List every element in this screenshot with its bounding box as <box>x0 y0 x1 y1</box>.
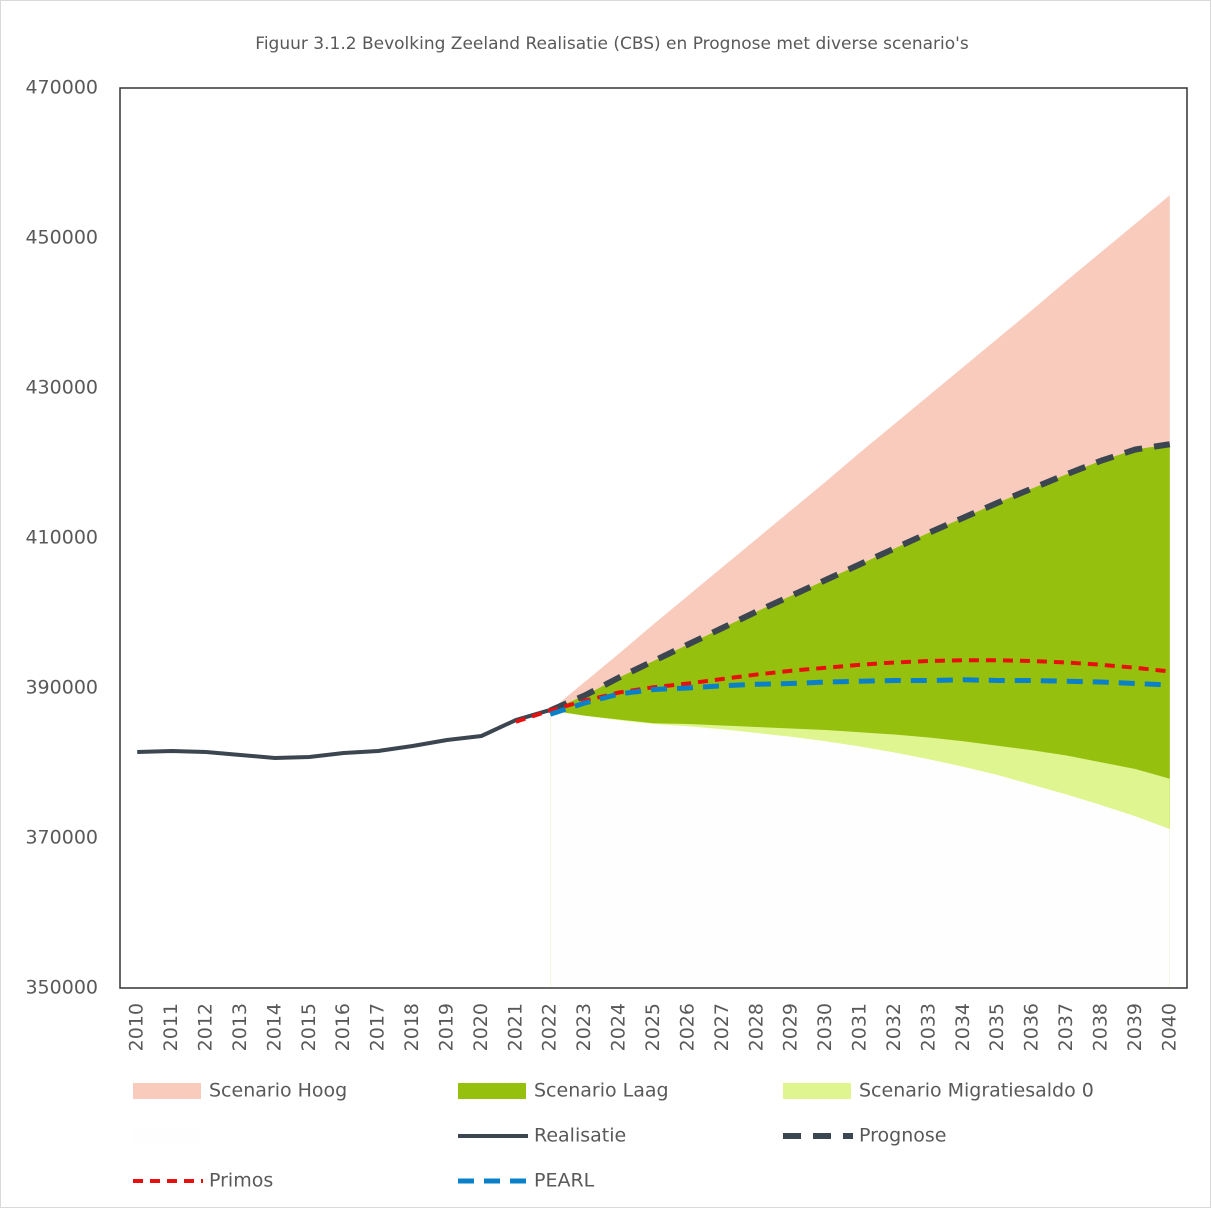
legend-label: Realisatie <box>534 1125 626 1147</box>
x-tick-label: 2025 <box>642 1003 664 1051</box>
y-tick-label: 450000 <box>25 227 98 249</box>
x-tick-label: 2018 <box>401 1003 423 1051</box>
x-tick-label: 2038 <box>1089 1003 1111 1051</box>
legend-swatch <box>458 1083 526 1099</box>
legend-label: Scenario Migratiesaldo 0 <box>859 1080 1094 1102</box>
y-tick-label: 390000 <box>25 677 98 699</box>
x-tick-label: 2024 <box>608 1003 630 1051</box>
y-tick-label: 430000 <box>25 377 98 399</box>
x-tick-label: 2026 <box>676 1003 698 1051</box>
legend-label: Primos <box>209 1170 273 1192</box>
x-tick-label: 2037 <box>1055 1003 1077 1051</box>
x-tick-label: 2034 <box>952 1003 974 1051</box>
y-tick-label: 350000 <box>25 977 98 999</box>
x-tick-label: 2017 <box>367 1003 389 1051</box>
x-tick-label: 2028 <box>745 1003 767 1051</box>
x-tick-label: 2033 <box>917 1003 939 1051</box>
y-tick-label: 410000 <box>25 527 98 549</box>
x-tick-label: 2019 <box>435 1003 457 1051</box>
x-tick-label: 2016 <box>332 1003 354 1051</box>
legend-label: Scenario Hoog <box>209 1080 347 1102</box>
x-tick-label: 2030 <box>814 1003 836 1051</box>
y-tick-label: 470000 <box>25 77 98 99</box>
x-tick-label: 2022 <box>539 1003 561 1051</box>
x-tick-label: 2023 <box>573 1003 595 1051</box>
x-tick-label: 2036 <box>1021 1003 1043 1051</box>
line <box>137 708 551 760</box>
x-tick-label: 2013 <box>229 1003 251 1051</box>
x-tick-label: 2021 <box>504 1003 526 1051</box>
x-tick-label: 2012 <box>195 1003 217 1051</box>
x-tick-label: 2040 <box>1158 1003 1180 1051</box>
y-tick-label: 370000 <box>25 827 98 849</box>
x-tick-label: 2035 <box>986 1003 1008 1051</box>
x-tick-label: 2031 <box>849 1003 871 1051</box>
x-tick-label: 2032 <box>883 1003 905 1051</box>
legend-swatch <box>133 1083 201 1099</box>
x-tick-label: 2039 <box>1124 1003 1146 1051</box>
x-tick-label: 2011 <box>160 1003 182 1051</box>
legend-swatch <box>133 1128 201 1144</box>
x-tick-label: 2010 <box>126 1003 148 1051</box>
x-tick-label: 2014 <box>263 1003 285 1051</box>
legend-label: Scenario Laag <box>534 1080 669 1102</box>
line <box>549 441 1171 714</box>
area <box>550 710 1170 988</box>
x-tick-label: 2020 <box>470 1003 492 1051</box>
legend-label: Prognose <box>859 1125 946 1147</box>
line <box>515 658 1171 724</box>
legend-label: PEARL <box>534 1170 595 1192</box>
legend-swatch <box>783 1083 851 1099</box>
plot-area <box>137 195 1171 988</box>
line <box>549 677 1170 717</box>
plot-frame <box>119 87 1188 989</box>
x-tick-label: 2029 <box>780 1003 802 1051</box>
x-tick-label: 2015 <box>298 1003 320 1051</box>
chart-title: Figuur 3.1.2 Bevolking Zeeland Realisati… <box>255 34 969 54</box>
x-tick-label: 2027 <box>711 1003 733 1051</box>
